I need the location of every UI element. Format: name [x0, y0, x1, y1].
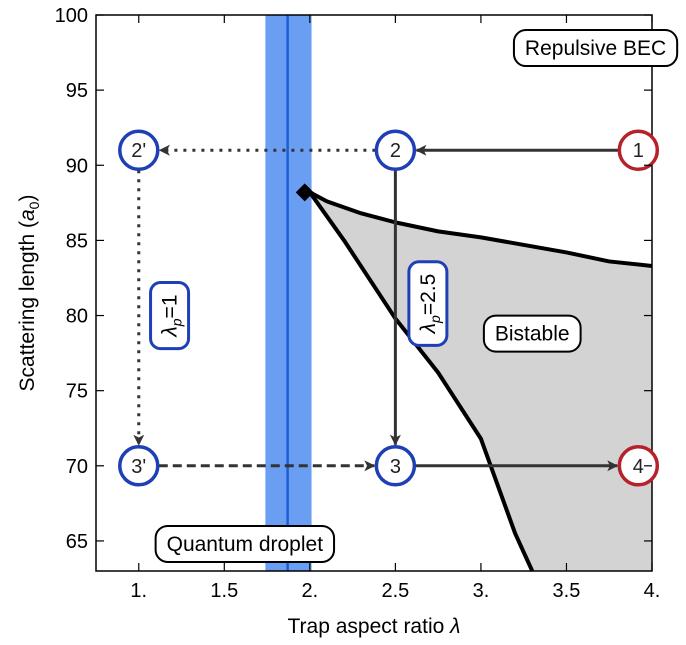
state-node: 1	[617, 129, 660, 171]
x-tick-label: 3.	[473, 580, 490, 602]
region-label-text: Bistable	[495, 323, 570, 346]
y-axis-title: Scattering length (a0)	[16, 195, 42, 392]
state-node: 3	[374, 445, 417, 487]
bistable-region	[309, 192, 652, 572]
bistable-region-layer	[295, 183, 653, 572]
plot-frame	[95, 14, 653, 572]
path-label-symbol: λ	[417, 323, 440, 334]
x-axis-title: Trap aspect ratio λ	[288, 615, 461, 638]
x-axis-title-symbol: λ	[449, 615, 460, 638]
path-label-frame	[149, 280, 191, 351]
y-tick-label: 95	[66, 80, 88, 102]
state-node-circle	[374, 129, 417, 171]
path-label-box: λp=1	[149, 280, 191, 351]
path-label-value: =2.5	[417, 274, 440, 315]
y-tick-label: 90	[66, 155, 88, 177]
x-tick-label: 1.5	[210, 580, 238, 602]
y-axis-title-unit-sub: 0	[26, 201, 42, 209]
state-node-circle	[118, 129, 160, 171]
plot-frame-border	[95, 14, 653, 572]
state-node: 3'	[118, 445, 160, 487]
node-layer: 1 2 2' 3' 3 4	[118, 129, 660, 487]
path-label-frame	[407, 260, 449, 347]
state-node-circle	[374, 445, 417, 487]
state-node-circle	[617, 445, 660, 487]
region-label-box: Bistable	[482, 314, 582, 353]
state-node: 2'	[118, 129, 160, 171]
y-tick-label: 65	[66, 531, 88, 553]
region-label-box: Quantum droplet	[154, 524, 336, 563]
x-tick-label: 2.	[302, 580, 319, 602]
path-label-value: =1	[159, 294, 182, 318]
state-node-circle	[617, 129, 660, 171]
y-tick-label: 100	[55, 5, 88, 27]
y-axis-title-text: Scattering length (	[16, 221, 39, 391]
path-label-text: λp=2.5	[417, 274, 443, 335]
y-tick-label: 80	[66, 306, 88, 328]
path-label-subscript: p	[169, 318, 185, 327]
y-tick-label: 70	[66, 456, 88, 478]
state-node: 4	[617, 445, 660, 487]
x-tick-label: 4.	[644, 580, 661, 602]
state-node-label: 2'	[131, 140, 146, 162]
state-node-circle	[118, 445, 160, 487]
region-label-frame	[154, 524, 336, 563]
y-axis-title-close: )	[16, 195, 39, 202]
state-node-label: 3'	[131, 456, 146, 478]
state-node-label: 2	[390, 140, 401, 162]
bistable-lower-boundary	[308, 191, 535, 572]
region-label-text: Repulsive BEC	[525, 37, 666, 60]
vertical-band-layer	[265, 15, 312, 571]
state-node-label: 4	[633, 456, 644, 478]
region-label-frame	[482, 314, 582, 353]
path-layer	[133, 144, 619, 472]
critical-point-marker	[295, 183, 314, 202]
region-label-frame	[512, 29, 679, 68]
path-label-subscript: p	[427, 315, 443, 324]
x-axis-title-text: Trap aspect ratio	[288, 615, 445, 638]
x-tick-label: 2.5	[381, 580, 409, 602]
bistable-upper-boundary	[308, 190, 653, 268]
x-tick-label: 3.5	[553, 580, 581, 602]
state-node: 2	[374, 129, 417, 171]
state-node-label: 3	[390, 456, 401, 478]
axis-layer: 1. 1.5 2. 2.5 3. 3.5 4. 65 70 75 80 85 90 95 100 Trap a…	[16, 5, 660, 638]
path-label-box: λp=2.5	[407, 260, 449, 347]
region-label-box: Repulsive BEC	[512, 29, 679, 68]
path-label-symbol: λ	[159, 326, 182, 337]
y-tick-label: 75	[66, 381, 88, 403]
x-tick-label: 1.	[130, 580, 147, 602]
path-label-text: λp=1	[159, 294, 185, 337]
region-label-text: Quantum droplet	[167, 533, 324, 556]
y-tick-label: 85	[66, 230, 88, 252]
y-axis-title-unit: a	[16, 209, 39, 221]
state-node-label: 1	[633, 140, 644, 162]
